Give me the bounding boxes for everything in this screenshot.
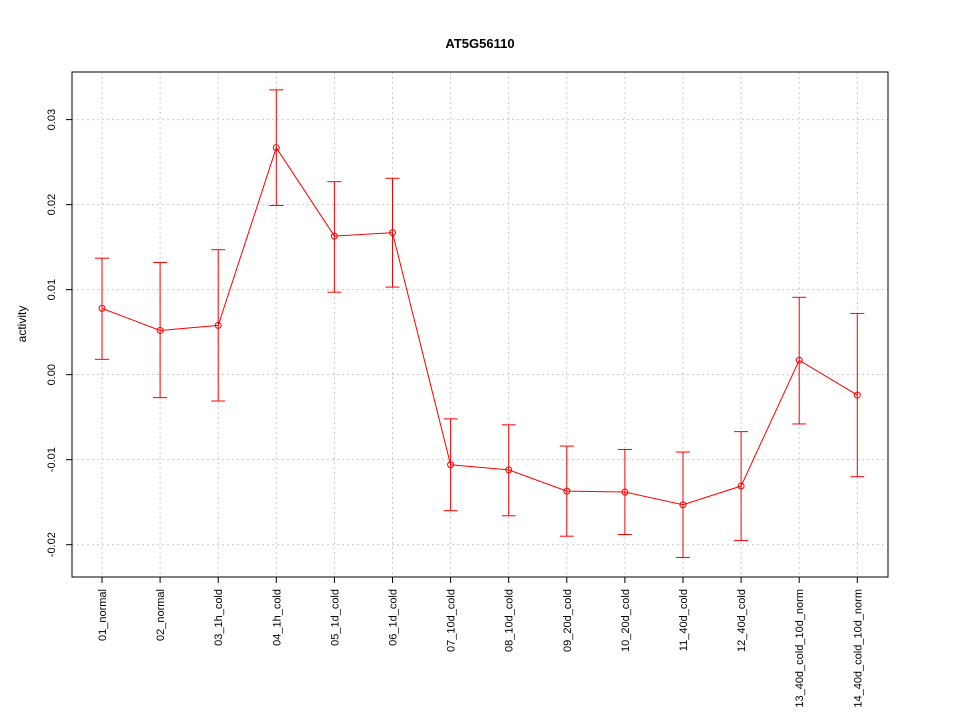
y-tick-label: -0.01 bbox=[46, 447, 58, 472]
x-tick-label: 12_40d_cold bbox=[736, 589, 748, 652]
y-tick-label: -0.02 bbox=[46, 532, 58, 557]
y-axis-label: activity bbox=[15, 306, 29, 343]
data-point bbox=[156, 326, 164, 334]
data-point bbox=[214, 321, 222, 329]
x-tick-label: 06_1d_cold bbox=[388, 589, 400, 646]
y-tick-label: 0.00 bbox=[46, 364, 58, 385]
data-point bbox=[737, 482, 745, 490]
data-point bbox=[505, 466, 513, 474]
y-tick-label: 0.02 bbox=[46, 194, 58, 215]
x-tick-label: 14_40d_cold_10d_norm bbox=[852, 589, 864, 708]
x-tick-label: 05_1d_cold bbox=[329, 589, 341, 646]
y-tick-label: 0.03 bbox=[46, 109, 58, 130]
data-point bbox=[330, 232, 338, 240]
x-tick-label: 04_1h_cold bbox=[271, 589, 283, 646]
data-point bbox=[98, 304, 106, 312]
x-tick-label: 08_10d_cold bbox=[504, 589, 516, 652]
x-tick-label: 13_40d_cold_10d_norm bbox=[794, 589, 806, 708]
x-tick-label: 07_10d_cold bbox=[446, 589, 458, 652]
data-series bbox=[95, 89, 865, 558]
data-point bbox=[795, 356, 803, 364]
plot-frame bbox=[71, 71, 889, 578]
data-point bbox=[853, 391, 861, 399]
y-tick-label: 0.01 bbox=[46, 279, 58, 300]
x-tick-label: 01_normal bbox=[97, 589, 109, 641]
x-tick-label: 03_1h_cold bbox=[213, 589, 225, 646]
data-point bbox=[389, 229, 396, 237]
x-tick-label: 02_normal bbox=[155, 589, 167, 641]
data-point bbox=[272, 144, 280, 152]
data-point bbox=[679, 501, 687, 509]
series-line bbox=[101, 146, 858, 506]
grid-lines bbox=[72, 72, 888, 577]
x-tick-label: 09_20d_cold bbox=[562, 589, 574, 652]
data-point bbox=[621, 488, 629, 496]
x-tick-label: 11_40d_cold bbox=[678, 589, 690, 651]
data-point bbox=[447, 461, 455, 469]
data-point bbox=[563, 487, 571, 495]
x-tick-label: 10_20d_cold bbox=[620, 589, 632, 652]
chart-title: AT5G56110 bbox=[445, 36, 514, 51]
axes: -0.02 -0.01 0.00 0.01 0.02 0.03 01_normal 02_no… bbox=[46, 109, 864, 708]
